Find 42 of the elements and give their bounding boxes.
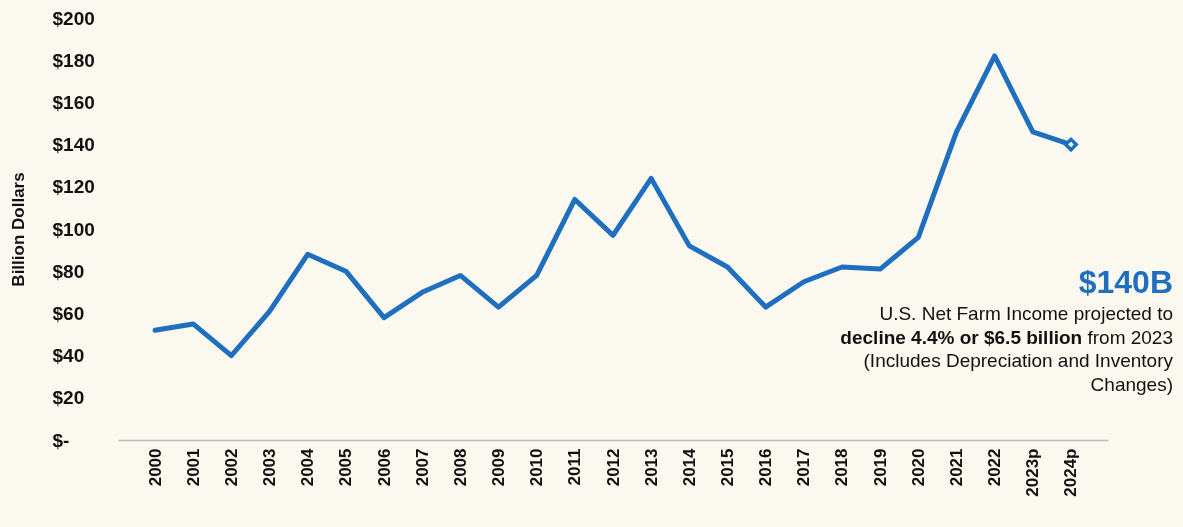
x-tick-label: 2022	[985, 448, 1005, 487]
y-tick-label: $80	[52, 260, 85, 282]
x-tick-label: 2004	[298, 447, 318, 487]
x-tick-label: 2003	[260, 448, 280, 487]
x-tick-label: 2018	[832, 448, 852, 487]
annotation: (Includes Depreciation and Inventory Changes)	[863, 350, 1173, 395]
x-tick-label: 2019	[870, 448, 890, 487]
y-axis-title: Billion Dollars	[8, 172, 28, 287]
x-tick-label: 2021	[946, 448, 966, 487]
x-tick-label: 2017	[794, 448, 814, 487]
x-tick-label: 2020	[908, 448, 928, 487]
x-tick-label: 2000	[145, 448, 165, 487]
x-tick-label: 2024p	[1061, 448, 1081, 497]
x-tick-label: 2013	[641, 448, 661, 487]
y-tick-label: $120	[52, 176, 95, 198]
x-tick-label: 2009	[489, 448, 509, 487]
x-tick-label: 2010	[527, 448, 547, 487]
x-tick-label: 2005	[336, 448, 356, 487]
y-tick-label: $160	[52, 91, 95, 113]
annotation: U.S. Net Farm Income projected to	[879, 303, 1173, 324]
y-tick-label: $40	[52, 345, 85, 367]
x-tick-label: 2006	[374, 448, 394, 487]
annotation: from 2023	[1087, 326, 1173, 348]
x-tick-label: 2012	[603, 448, 623, 487]
x-tick-label: 2014	[679, 447, 699, 487]
x-tick-label: 2011	[565, 448, 585, 486]
y-tick-label: $100	[52, 218, 95, 240]
y-tick-label: $200	[52, 7, 95, 29]
x-tick-label: 2016	[756, 448, 776, 487]
annotation: decline 4.4% or $6.5 billion	[840, 326, 1083, 348]
y-tick-label: $140	[52, 134, 95, 156]
y-tick-label: $20	[52, 387, 85, 409]
x-tick-label: 2007	[412, 448, 432, 487]
y-tick-label: $180	[52, 49, 95, 71]
annotation: $140B	[1077, 263, 1173, 302]
y-tick-label: $-	[52, 429, 70, 451]
y-tick-label: $60	[52, 302, 85, 324]
x-tick-label: 2023p	[1023, 448, 1043, 497]
x-tick-label: 2015	[717, 448, 737, 487]
x-tick-label: 2008	[450, 448, 470, 487]
x-tick-label: 2001	[183, 448, 203, 487]
x-tick-label: 2002	[221, 448, 241, 487]
